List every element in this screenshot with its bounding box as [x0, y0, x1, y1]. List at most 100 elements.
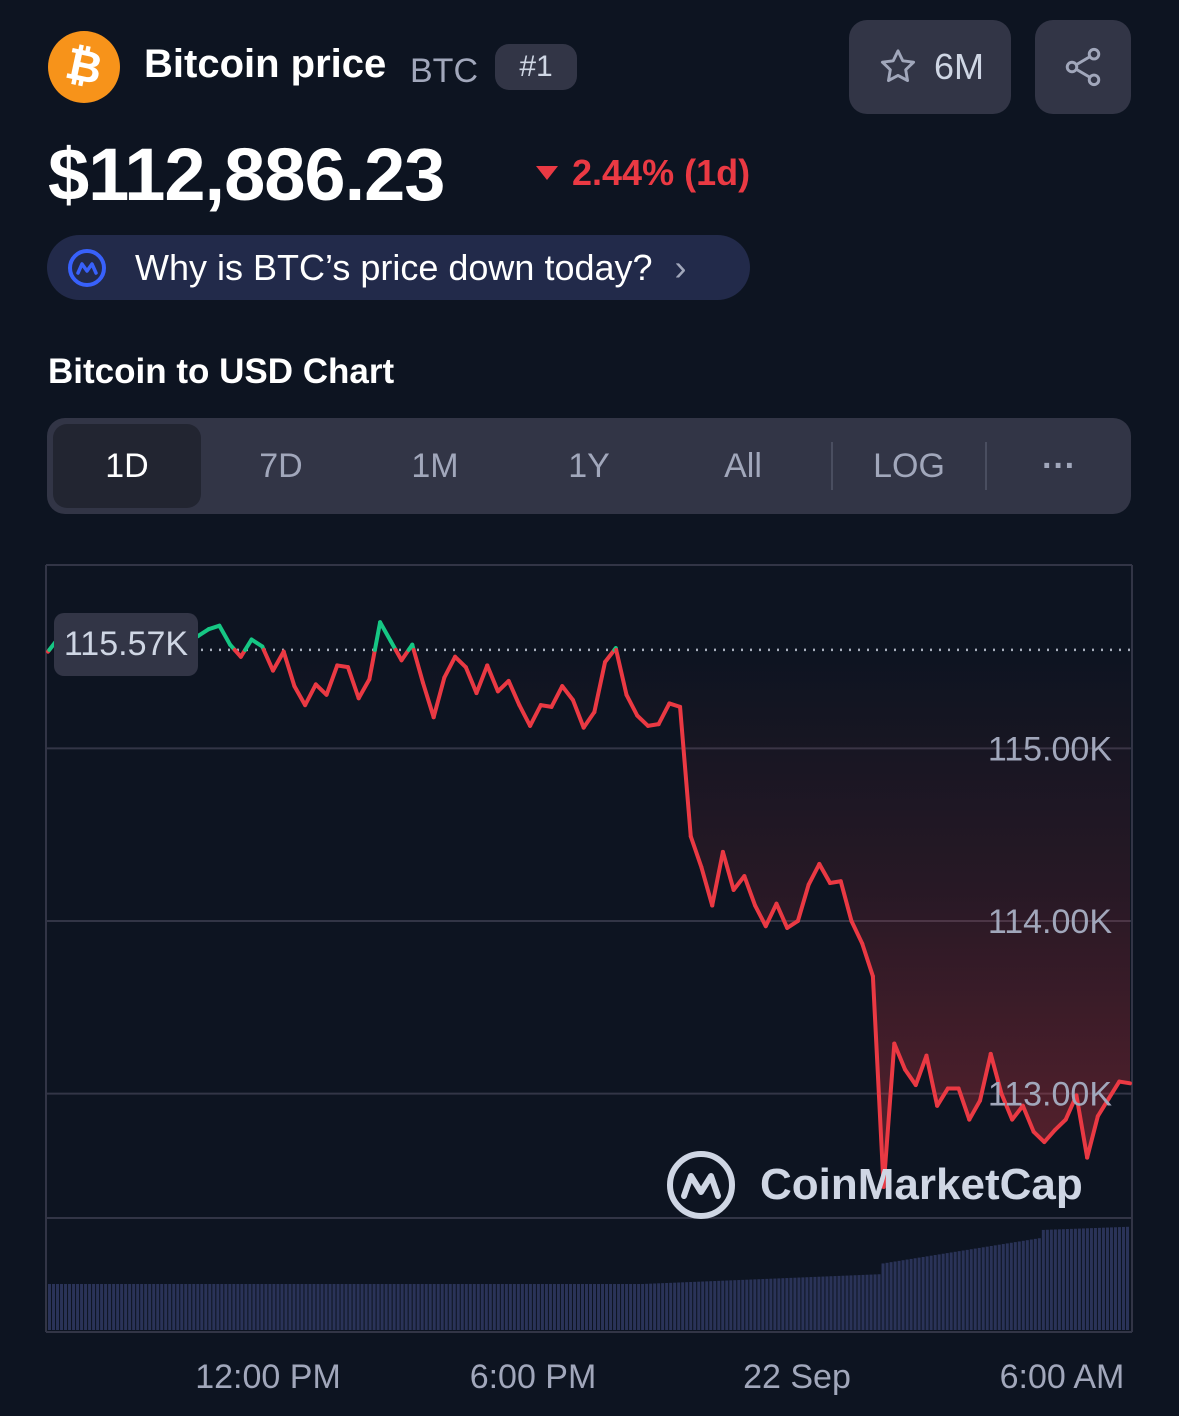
volume-bar [560, 1284, 564, 1330]
volume-bar [392, 1284, 396, 1330]
volume-bar [649, 1283, 653, 1330]
volume-bar [1073, 1228, 1077, 1330]
volume-bar [589, 1284, 593, 1330]
volume-bar [929, 1255, 933, 1330]
price-segment [603, 647, 617, 664]
volume-bar [769, 1278, 773, 1330]
why-price-text: Why is BTC’s price down today? [135, 246, 653, 288]
volume-bar [260, 1284, 264, 1330]
volume-bar [921, 1256, 925, 1330]
volume-bar [893, 1261, 897, 1330]
volume-bar [384, 1284, 388, 1330]
volume-bar [332, 1284, 336, 1330]
volume-bar [761, 1279, 765, 1330]
volume-bar [524, 1284, 528, 1330]
volume-bar [232, 1284, 236, 1330]
volume-bar [108, 1284, 112, 1330]
volume-bar [100, 1284, 104, 1330]
volume-bar [885, 1262, 889, 1330]
volume-bar [1121, 1226, 1125, 1330]
price-segment [592, 659, 608, 715]
volume-bar [605, 1284, 609, 1330]
volume-bar [220, 1284, 224, 1330]
volume-bar [580, 1284, 584, 1330]
volume-bar [933, 1255, 937, 1330]
volume-bar [460, 1284, 464, 1330]
tab-divider [831, 442, 833, 490]
tab-1m[interactable]: 1M [411, 446, 459, 485]
volume-bar [408, 1284, 412, 1330]
volume-bar [745, 1279, 749, 1330]
volume-bar [188, 1284, 192, 1330]
volume-bar [817, 1276, 821, 1330]
volume-bar [376, 1284, 380, 1330]
volume-bar [701, 1281, 705, 1330]
watchlist-button[interactable]: 6M [849, 20, 1011, 114]
volume-bar [136, 1284, 140, 1330]
price-segment [367, 647, 377, 682]
price-segment [313, 682, 329, 697]
coinmarketcap-logo-icon [667, 1151, 735, 1219]
tab-all[interactable]: All [724, 446, 762, 485]
price-segment [549, 684, 565, 709]
volume-bar [749, 1279, 753, 1330]
volume-bar [484, 1284, 488, 1330]
bitcoin-icon: ₿ [48, 31, 120, 103]
price-segment [249, 637, 265, 649]
volume-bar [989, 1245, 993, 1330]
volume-bar [1065, 1229, 1069, 1330]
volume-bar [837, 1275, 841, 1330]
price-segment [1085, 1114, 1100, 1160]
volume-bar [424, 1284, 428, 1330]
volume-bar [404, 1284, 408, 1330]
volume-bar [653, 1283, 657, 1330]
volume-bar [1021, 1240, 1025, 1330]
volume-bar [112, 1284, 116, 1330]
volume-bar [617, 1284, 621, 1330]
price-segment [195, 627, 211, 639]
volume-bar [416, 1284, 420, 1330]
volume-bar [172, 1284, 176, 1330]
volume-bar [825, 1276, 829, 1330]
price-segment [892, 1041, 908, 1072]
volume-bar [504, 1284, 508, 1330]
volume-bar [889, 1262, 893, 1330]
tab-1d[interactable]: 1D [53, 424, 201, 508]
price-segment [292, 684, 308, 708]
volume-bar [252, 1284, 256, 1330]
tab-1y[interactable]: 1Y [568, 446, 610, 485]
share-icon [1065, 47, 1101, 87]
volume-bar [1001, 1244, 1005, 1330]
volume-bar [721, 1280, 725, 1330]
volume-bar [388, 1284, 392, 1330]
volume-bar [432, 1284, 436, 1330]
price-segment [881, 1041, 897, 1189]
volume-bar [280, 1284, 284, 1330]
volume-bar [540, 1284, 544, 1330]
volume-bar [1033, 1238, 1037, 1330]
volume-bar [1025, 1240, 1029, 1330]
volume-bar [284, 1284, 288, 1330]
volume-bar [689, 1282, 693, 1330]
volume-bar [472, 1284, 476, 1330]
volume-bar [821, 1276, 825, 1330]
tab-log[interactable]: LOG [873, 446, 945, 485]
volume-bar [945, 1253, 949, 1330]
why-price-banner[interactable]: Why is BTC’s price down today? › [47, 235, 750, 300]
volume-bar [180, 1284, 184, 1330]
volume-bar [228, 1284, 232, 1330]
volume-bar [360, 1284, 364, 1330]
volume-bar [997, 1244, 1001, 1330]
share-button[interactable] [1035, 20, 1131, 114]
price-segment [1095, 1096, 1111, 1119]
volume-bar [140, 1284, 144, 1330]
volume-bar [436, 1284, 440, 1330]
more-options-button[interactable]: ··· [1042, 446, 1076, 485]
price-segment [324, 663, 340, 697]
volume-bar [492, 1284, 496, 1330]
price-segment [699, 865, 715, 908]
volume-bar [673, 1282, 677, 1330]
volume-bar [584, 1284, 588, 1330]
tab-7d[interactable]: 7D [259, 446, 303, 485]
